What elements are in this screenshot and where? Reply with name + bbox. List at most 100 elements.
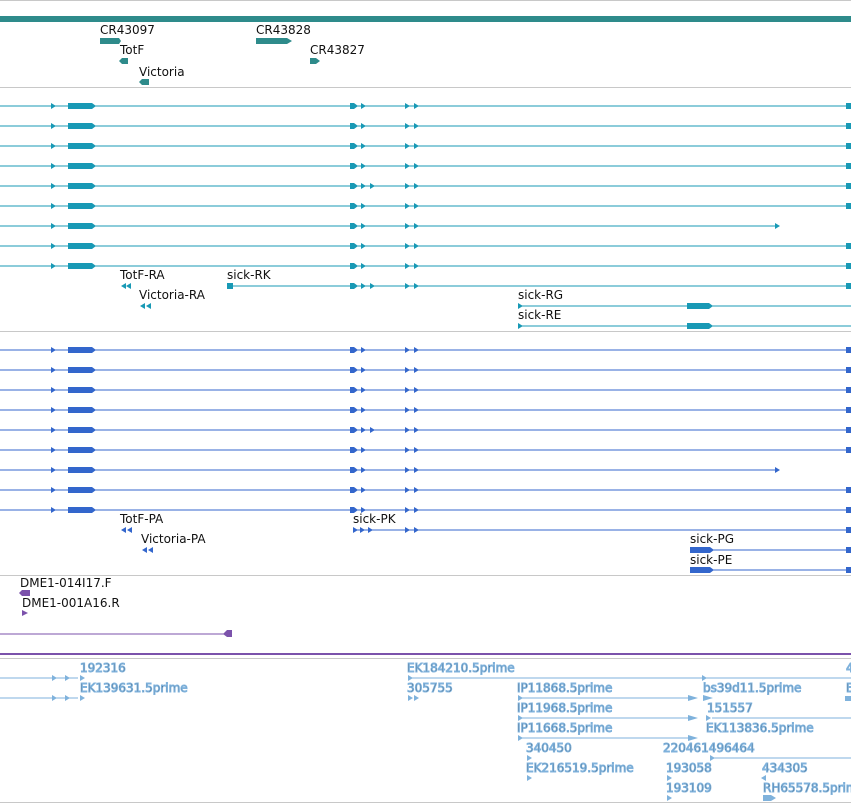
- est-exon-markers[interactable]: [52, 675, 85, 681]
- exon-block[interactable]: [846, 567, 851, 573]
- exon-block[interactable]: [68, 203, 96, 209]
- exon-block[interactable]: [350, 183, 358, 189]
- sick-rk-exon[interactable]: [227, 283, 233, 289]
- exon-block[interactable]: [68, 263, 96, 269]
- exon-block[interactable]: [68, 243, 96, 249]
- exon-block[interactable]: [846, 367, 851, 373]
- exon-marker[interactable]: [51, 387, 56, 393]
- exon-marker[interactable]: [51, 223, 56, 229]
- feature-label-totf-pa[interactable]: TotF-PA: [119, 512, 164, 526]
- exon-marker[interactable]: [414, 163, 419, 169]
- feature-label-victoria-ra[interactable]: Victoria-RA: [139, 288, 206, 302]
- exon-marker[interactable]: [361, 263, 366, 269]
- exon-marker[interactable]: [405, 367, 410, 373]
- feature-label-totf[interactable]: TotF: [119, 43, 144, 57]
- clone-end-marker[interactable]: [223, 630, 232, 637]
- est-bs39d11-marker[interactable]: [703, 695, 713, 701]
- est-rh65578-marker[interactable]: [763, 795, 771, 801]
- exon-block[interactable]: [846, 183, 851, 189]
- exon-marker[interactable]: [361, 467, 366, 473]
- exon-marker[interactable]: [414, 447, 419, 453]
- est-label[interactable]: EK139631.5prime: [80, 681, 189, 696]
- est-151557-marker[interactable]: [706, 715, 711, 721]
- est-label[interactable]: RH65578.5prime: [763, 781, 851, 796]
- exon-block[interactable]: [350, 163, 358, 169]
- feature-label-dme1-001a16[interactable]: DME1-001A16.R: [22, 596, 120, 610]
- feature-label-sick-rk[interactable]: sick-RK: [227, 268, 272, 282]
- exon-block[interactable]: [68, 407, 96, 413]
- exon-marker[interactable]: [361, 123, 366, 129]
- exon-marker[interactable]: [414, 203, 419, 209]
- exon-block[interactable]: [846, 527, 851, 533]
- exon-marker[interactable]: [361, 183, 366, 189]
- exon-block[interactable]: [68, 347, 96, 353]
- exon-block[interactable]: [68, 367, 96, 373]
- exon-block[interactable]: [687, 303, 713, 309]
- exon-marker[interactable]: [405, 243, 410, 249]
- est-label[interactable]: 305755: [407, 681, 454, 696]
- est-label[interactable]: IP11968.5prime: [517, 701, 613, 716]
- exon-block[interactable]: [690, 567, 714, 573]
- exon-block[interactable]: [68, 447, 96, 453]
- est-rh65578-arrow[interactable]: [771, 795, 776, 801]
- exon-block[interactable]: [68, 103, 96, 109]
- exon-marker[interactable]: [414, 123, 419, 129]
- exon-marker[interactable]: [51, 427, 56, 433]
- exon-block[interactable]: [846, 447, 851, 453]
- cr43827-feature[interactable]: [310, 58, 320, 64]
- exon-block[interactable]: [846, 163, 851, 169]
- feature-label-sick-rg[interactable]: sick-RG: [518, 288, 563, 302]
- exon-block[interactable]: [350, 467, 358, 473]
- exon-marker[interactable]: [405, 407, 410, 413]
- feature-label-cr43828[interactable]: CR43828: [256, 23, 311, 37]
- gene-end-arrow[interactable]: [775, 223, 780, 229]
- exon-block[interactable]: [350, 347, 358, 353]
- exon-marker[interactable]: [370, 183, 375, 189]
- exon-block[interactable]: [846, 143, 851, 149]
- est-label[interactable]: EK113836.5prime: [706, 721, 815, 736]
- exon-block[interactable]: [68, 183, 96, 189]
- exon-marker[interactable]: [414, 283, 419, 289]
- exon-marker[interactable]: [414, 387, 419, 393]
- est-193058-marker[interactable]: [667, 775, 672, 781]
- totf-pa-feature[interactable]: [121, 527, 132, 533]
- exon-block[interactable]: [350, 387, 358, 393]
- exon-marker[interactable]: [414, 347, 419, 353]
- est-193109-marker[interactable]: [667, 795, 672, 801]
- exon-block[interactable]: [687, 323, 713, 329]
- exon-marker[interactable]: [405, 427, 410, 433]
- cr43097-feature[interactable]: [100, 38, 121, 44]
- victoria-ra-feature[interactable]: [140, 303, 151, 309]
- est-label[interactable]: 193058: [666, 761, 713, 776]
- exon-block[interactable]: [690, 547, 714, 553]
- est-220461-marker[interactable]: [710, 755, 715, 761]
- exon-marker[interactable]: [414, 183, 419, 189]
- exon-marker[interactable]: [405, 223, 410, 229]
- exon-marker[interactable]: [405, 183, 410, 189]
- exon-marker[interactable]: [51, 263, 56, 269]
- exon-block[interactable]: [68, 123, 96, 129]
- exon-marker[interactable]: [51, 203, 56, 209]
- est-434305-marker[interactable]: [761, 775, 766, 781]
- exon-block[interactable]: [68, 487, 96, 493]
- exon-marker[interactable]: [51, 407, 56, 413]
- feature-label-victoria-pa[interactable]: Victoria-PA: [141, 532, 206, 546]
- exon-marker[interactable]: [51, 467, 56, 473]
- exon-block[interactable]: [350, 367, 358, 373]
- exon-block[interactable]: [846, 243, 851, 249]
- exon-block[interactable]: [846, 407, 851, 413]
- exon-marker[interactable]: [414, 263, 419, 269]
- exon-block[interactable]: [350, 283, 358, 289]
- est-label[interactable]: bs39d11.5prime: [703, 681, 802, 696]
- est-label[interactable]: 151557: [707, 701, 754, 716]
- exon-marker[interactable]: [361, 243, 366, 249]
- exon-block[interactable]: [350, 203, 358, 209]
- feature-label-victoria[interactable]: Victoria: [139, 65, 185, 79]
- exon-marker[interactable]: [361, 407, 366, 413]
- exon-marker[interactable]: [361, 427, 366, 433]
- exon-block[interactable]: [68, 467, 96, 473]
- exon-marker[interactable]: [361, 143, 366, 149]
- exon-marker[interactable]: [518, 303, 523, 309]
- exon-marker[interactable]: [51, 367, 56, 373]
- exon-block[interactable]: [68, 387, 96, 393]
